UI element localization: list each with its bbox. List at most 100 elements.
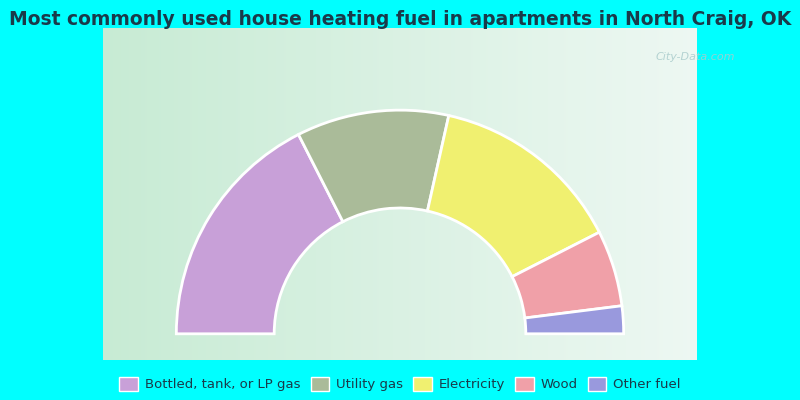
- Bar: [618, 24, 619, 360]
- Bar: [200, 24, 202, 360]
- Bar: [433, 24, 434, 360]
- Bar: [584, 24, 586, 360]
- Bar: [351, 24, 354, 360]
- Bar: [681, 24, 683, 360]
- Bar: [288, 24, 290, 360]
- Bar: [350, 24, 351, 360]
- Bar: [403, 24, 405, 360]
- Bar: [334, 24, 335, 360]
- Bar: [596, 24, 598, 360]
- Bar: [450, 24, 453, 360]
- Bar: [276, 24, 278, 360]
- Bar: [512, 24, 514, 360]
- Bar: [304, 24, 306, 360]
- Bar: [421, 24, 423, 360]
- Bar: [224, 24, 226, 360]
- Bar: [377, 24, 379, 360]
- Bar: [522, 24, 524, 360]
- Bar: [272, 24, 274, 360]
- Bar: [323, 24, 326, 360]
- Bar: [546, 24, 548, 360]
- Bar: [506, 24, 508, 360]
- Text: Most commonly used house heating fuel in apartments in North Craig, OK: Most commonly used house heating fuel in…: [9, 10, 791, 29]
- Bar: [655, 24, 658, 360]
- Bar: [568, 24, 570, 360]
- Wedge shape: [512, 232, 622, 318]
- Bar: [397, 24, 399, 360]
- Wedge shape: [298, 110, 449, 222]
- Bar: [218, 24, 220, 360]
- Bar: [190, 24, 192, 360]
- Bar: [181, 24, 182, 360]
- Bar: [250, 24, 252, 360]
- Bar: [445, 24, 446, 360]
- Bar: [173, 24, 174, 360]
- Bar: [423, 24, 425, 360]
- Bar: [695, 24, 697, 360]
- Bar: [457, 24, 458, 360]
- Bar: [113, 24, 115, 360]
- Legend: Bottled, tank, or LP gas, Utility gas, Electricity, Wood, Other fuel: Bottled, tank, or LP gas, Utility gas, E…: [114, 372, 686, 396]
- Bar: [490, 24, 492, 360]
- Bar: [520, 24, 522, 360]
- Bar: [367, 24, 370, 360]
- Bar: [308, 24, 310, 360]
- Bar: [667, 24, 670, 360]
- Bar: [500, 24, 502, 360]
- Bar: [663, 24, 666, 360]
- Bar: [481, 24, 482, 360]
- Bar: [536, 24, 538, 360]
- Bar: [564, 24, 566, 360]
- Bar: [282, 24, 284, 360]
- Bar: [631, 24, 634, 360]
- Bar: [214, 24, 216, 360]
- Bar: [548, 24, 550, 360]
- Bar: [278, 24, 280, 360]
- Bar: [123, 24, 125, 360]
- Bar: [330, 24, 331, 360]
- Bar: [381, 24, 383, 360]
- Bar: [473, 24, 474, 360]
- Bar: [646, 24, 647, 360]
- Bar: [362, 24, 363, 360]
- Bar: [387, 24, 389, 360]
- Bar: [514, 24, 516, 360]
- Bar: [588, 24, 590, 360]
- Bar: [121, 24, 123, 360]
- Bar: [230, 24, 232, 360]
- Bar: [454, 24, 457, 360]
- Bar: [662, 24, 663, 360]
- Bar: [658, 24, 659, 360]
- Bar: [446, 24, 449, 360]
- Bar: [651, 24, 654, 360]
- Bar: [449, 24, 450, 360]
- Bar: [554, 24, 556, 360]
- Bar: [470, 24, 473, 360]
- Bar: [530, 24, 532, 360]
- Bar: [666, 24, 667, 360]
- Bar: [208, 24, 210, 360]
- Bar: [614, 24, 615, 360]
- Bar: [608, 24, 610, 360]
- Bar: [486, 24, 489, 360]
- Bar: [693, 24, 695, 360]
- Bar: [391, 24, 393, 360]
- Bar: [462, 24, 465, 360]
- Bar: [373, 24, 375, 360]
- Bar: [482, 24, 485, 360]
- Bar: [612, 24, 614, 360]
- Bar: [109, 24, 111, 360]
- Bar: [342, 24, 343, 360]
- Bar: [477, 24, 478, 360]
- Bar: [627, 24, 630, 360]
- Bar: [580, 24, 582, 360]
- Bar: [149, 24, 150, 360]
- Bar: [496, 24, 498, 360]
- Bar: [166, 24, 169, 360]
- Bar: [385, 24, 387, 360]
- Bar: [407, 24, 409, 360]
- Bar: [238, 24, 240, 360]
- Bar: [169, 24, 170, 360]
- Bar: [343, 24, 346, 360]
- Bar: [306, 24, 308, 360]
